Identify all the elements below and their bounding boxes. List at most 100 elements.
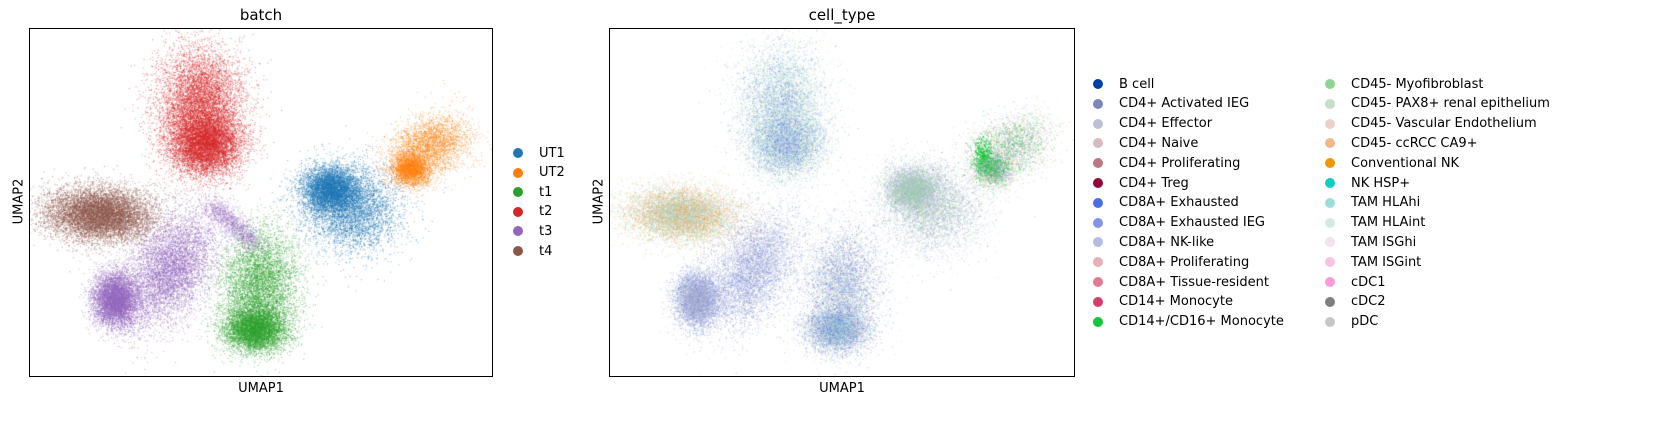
legend-marker	[513, 226, 523, 237]
legend-label: TAM ISGint	[1351, 254, 1422, 270]
legend-marker	[1093, 237, 1103, 248]
legend-marker	[1093, 197, 1103, 208]
legend-label: TAM HLAint	[1351, 215, 1426, 231]
legend-label: CD8A+ Proliferating	[1119, 254, 1250, 270]
legend-marker	[1093, 118, 1103, 129]
legend-label: CD8A+ Exhausted	[1119, 195, 1239, 211]
legend-label: CD8A+ Tissue-resident	[1119, 274, 1269, 290]
legend-item: CD8A+ Exhausted	[1093, 194, 1239, 212]
legend-marker	[1093, 98, 1103, 109]
legend-label: CD45- PAX8+ renal epithelium	[1351, 96, 1550, 112]
legend-label: CD4+ Treg	[1119, 175, 1189, 191]
legend-item: CD14+ Monocyte	[1093, 293, 1233, 311]
legend-label: UT2	[539, 165, 565, 181]
legend-label: CD8A+ NK-like	[1119, 234, 1215, 250]
legend-marker	[1093, 158, 1103, 169]
legend-item: cDC2	[1325, 293, 1386, 311]
legend-item: t4	[513, 242, 552, 260]
legend-label: cDC2	[1351, 294, 1386, 310]
chart-title: batch	[239, 6, 283, 24]
legend-label: cDC1	[1351, 274, 1386, 290]
legend-item: TAM HLAint	[1325, 214, 1425, 232]
legend-item: pDC	[1325, 313, 1378, 331]
x-axis-label: UMAP1	[238, 381, 284, 396]
legend-marker	[1325, 118, 1335, 129]
legend-marker	[1093, 178, 1103, 188]
legend-item: NK HSP+	[1325, 174, 1410, 192]
legend-item: Conventional NK	[1325, 154, 1459, 172]
legend-label: CD8A+ Exhausted IEG	[1119, 215, 1266, 231]
legend-item: CD45- Myofibroblast	[1325, 75, 1483, 93]
legend-item: CD8A+ Tissue-resident	[1093, 273, 1269, 291]
legend-marker	[1093, 138, 1103, 149]
legend-marker	[1325, 296, 1335, 307]
legend-label: TAM HLAhi	[1351, 195, 1421, 211]
legend-item: t1	[513, 183, 552, 201]
legend-marker	[1093, 79, 1103, 89]
legend-marker	[1325, 138, 1335, 149]
legend-item: CD45- Vascular Endothelium	[1325, 115, 1537, 133]
scatter-points	[30, 29, 492, 376]
legend-marker	[513, 148, 523, 158]
plot-area	[609, 28, 1075, 377]
legend-marker	[1093, 217, 1103, 228]
legend-marker	[1093, 296, 1103, 307]
scatter-points	[610, 29, 1074, 376]
legend-label: CD4+ Effector	[1119, 116, 1213, 132]
legend-item: CD4+ Effector	[1093, 115, 1212, 133]
legend-item: CD8A+ Proliferating	[1093, 253, 1249, 271]
legend-label: CD45- Vascular Endothelium	[1351, 116, 1537, 132]
legend-marker	[1093, 257, 1103, 268]
legend-marker	[1325, 197, 1335, 208]
legend-label: CD4+ Naive	[1119, 135, 1199, 151]
legend-item: TAM HLAhi	[1325, 194, 1420, 212]
legend-item: CD45- ccRCC CA9+	[1325, 134, 1478, 152]
legend-marker	[513, 246, 523, 256]
legend-label: CD4+ Activated IEG	[1119, 96, 1250, 112]
legend-label: UT1	[539, 145, 565, 161]
legend-label: CD14+ Monocyte	[1119, 294, 1233, 310]
legend-label: t1	[539, 184, 553, 200]
legend-item: cDC1	[1325, 273, 1386, 291]
legend-marker	[513, 167, 523, 178]
legend-marker	[513, 187, 523, 198]
legend-marker	[1325, 237, 1335, 248]
legend-marker	[1325, 217, 1335, 228]
legend-label: t3	[539, 223, 553, 239]
legend-label: t4	[539, 243, 553, 259]
legend-item: TAM ISGint	[1325, 253, 1421, 271]
legend-marker	[1325, 277, 1335, 287]
legend-label: CD45- Myofibroblast	[1351, 76, 1484, 92]
legend-item: t3	[513, 222, 552, 240]
legend-item: CD8A+ NK-like	[1093, 233, 1214, 251]
legend-item: TAM ISGhi	[1325, 233, 1416, 251]
legend-marker	[1325, 178, 1335, 188]
legend-marker	[513, 206, 523, 217]
legend-marker	[1325, 257, 1335, 268]
legend-label: B cell	[1119, 76, 1155, 92]
legend-item: CD4+ Proliferating	[1093, 154, 1240, 172]
legend-marker	[1325, 158, 1335, 169]
legend-item: CD4+ Naive	[1093, 134, 1198, 152]
legend-marker	[1325, 79, 1335, 89]
legend-item: t2	[513, 203, 552, 221]
legend-item: CD4+ Activated IEG	[1093, 95, 1249, 113]
legend-label: NK HSP+	[1351, 175, 1411, 191]
legend-label: TAM ISGhi	[1351, 234, 1417, 250]
legend-item: CD4+ Treg	[1093, 174, 1189, 192]
legend-label: CD4+ Proliferating	[1119, 155, 1241, 171]
x-axis-label: UMAP1	[819, 381, 865, 396]
legend-marker	[1325, 98, 1335, 109]
y-axis-label: UMAP2	[11, 178, 27, 225]
legend-item: CD14+/CD16+ Monocyte	[1093, 313, 1284, 331]
legend-label: CD14+/CD16+ Monocyte	[1119, 314, 1284, 330]
legend-item: CD45- PAX8+ renal epithelium	[1325, 95, 1550, 113]
legend-label: Conventional NK	[1351, 155, 1460, 171]
legend-label: pDC	[1351, 314, 1379, 330]
legend-label: t2	[539, 204, 553, 220]
legend-item: UT2	[513, 164, 565, 182]
legend-label: CD45- ccRCC CA9+	[1351, 135, 1478, 151]
legend-marker	[1093, 277, 1103, 287]
legend-item: CD8A+ Exhausted IEG	[1093, 214, 1265, 232]
legend-marker	[1093, 316, 1103, 327]
